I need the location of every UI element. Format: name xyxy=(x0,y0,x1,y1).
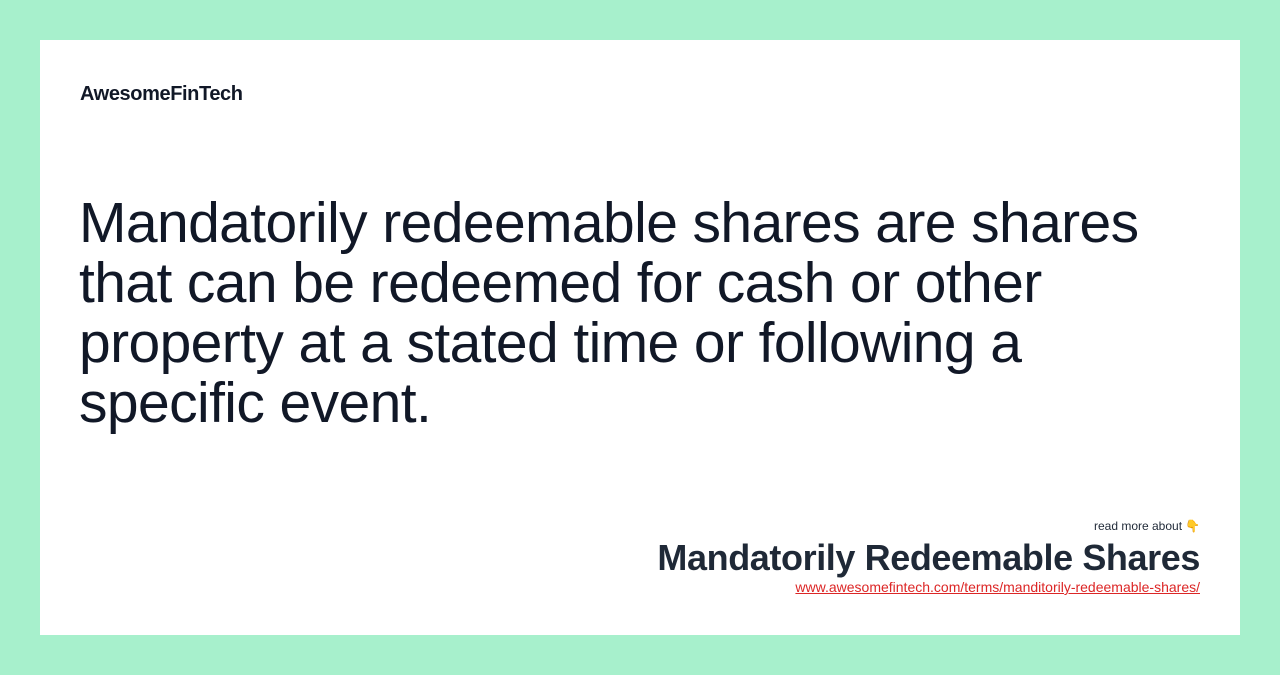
read-more-footer: read more about 👇 Mandatorily Redeemable … xyxy=(657,517,1200,597)
definition-card: AwesomeFinTech Mandatorily redeemable sh… xyxy=(40,40,1240,635)
read-more-row: read more about 👇 xyxy=(657,517,1200,535)
term-title: Mandatorily Redeemable Shares xyxy=(657,537,1200,578)
brand-logo[interactable]: AwesomeFinTech xyxy=(80,83,243,105)
term-url-link[interactable]: www.awesomefintech.com/terms/manditorily… xyxy=(795,579,1200,595)
read-more-label: read more about xyxy=(1093,519,1183,533)
pointing-down-icon: 👇 xyxy=(1185,519,1200,533)
definition-text: Mandatorily redeemable shares are shares… xyxy=(79,191,1139,435)
